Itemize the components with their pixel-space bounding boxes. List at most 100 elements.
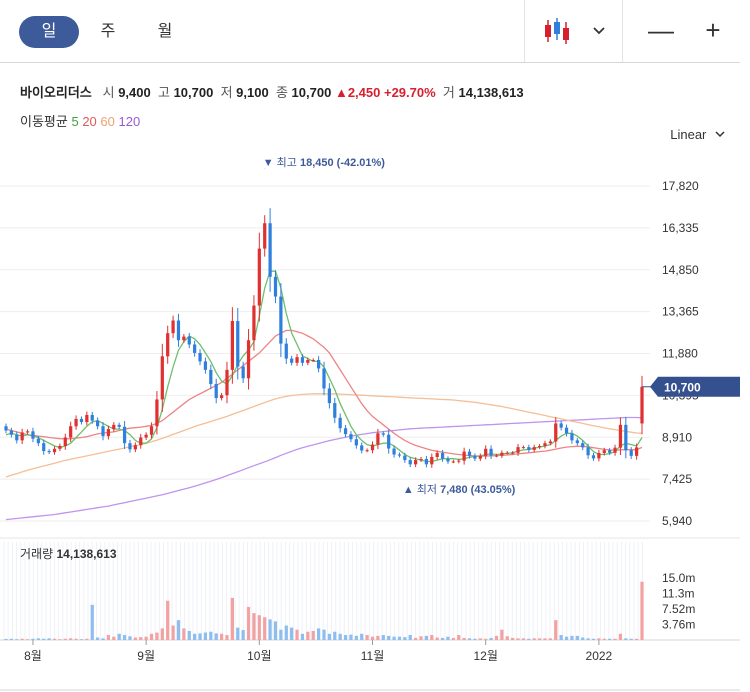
zoom-in-button[interactable]: + xyxy=(705,15,721,45)
candle-body xyxy=(511,452,515,454)
tab-monthly[interactable]: 월 xyxy=(157,23,173,40)
volume-bar xyxy=(554,620,558,640)
volume-bar xyxy=(25,639,30,640)
toolbar-divider xyxy=(524,0,525,62)
volume-bar xyxy=(112,636,116,640)
candlestick-icon[interactable] xyxy=(540,16,574,46)
x-tick-label: 8월 xyxy=(24,649,42,663)
volume-bar xyxy=(575,635,579,640)
candle-body xyxy=(548,441,552,444)
candle-body xyxy=(268,223,272,277)
volume-bar xyxy=(31,638,35,640)
volume-bar xyxy=(306,631,310,640)
candle-body xyxy=(554,423,558,442)
volume-bar xyxy=(219,633,224,640)
volume-bar xyxy=(403,637,407,640)
scale-mode-dropdown[interactable]: Linear xyxy=(670,127,726,142)
y-tick-label: 10,395 xyxy=(662,388,699,402)
volume-bar xyxy=(284,625,288,640)
volume-bar xyxy=(414,637,418,640)
ma-20-label[interactable]: 20 xyxy=(82,114,97,129)
candle-body xyxy=(31,431,35,439)
candle-body xyxy=(58,445,62,449)
y-tick-label: 11,880 xyxy=(662,347,698,361)
tab-weekly[interactable]: 주 xyxy=(100,23,116,40)
volume-bar xyxy=(365,635,369,640)
candle-body xyxy=(333,403,337,418)
toolbar-divider xyxy=(622,0,623,62)
candle-body xyxy=(608,450,612,453)
volume-bar xyxy=(349,634,353,640)
volume-bar xyxy=(241,630,245,640)
open-label: 시 xyxy=(102,85,115,100)
candle-body xyxy=(166,333,170,357)
candle-body xyxy=(52,448,57,453)
volume-bar xyxy=(203,632,208,640)
volume-bar xyxy=(101,638,105,640)
volume-bar xyxy=(63,638,67,640)
volume-bar xyxy=(537,638,542,640)
candle-body xyxy=(20,432,24,441)
candle-body xyxy=(155,399,159,427)
candle-body xyxy=(144,434,148,438)
zoom-out-button[interactable]: — xyxy=(648,15,674,45)
chevron-down-icon[interactable] xyxy=(588,16,610,46)
candle-body xyxy=(559,423,563,428)
volume-bar xyxy=(457,635,461,640)
volume-bar xyxy=(36,638,40,640)
volume-bar xyxy=(47,638,51,640)
volume-bar xyxy=(505,636,509,640)
ma-120-label[interactable]: 120 xyxy=(118,114,141,129)
candle-body xyxy=(343,428,348,435)
volume-bar xyxy=(494,635,499,640)
ma-5-label[interactable]: 5 xyxy=(71,114,79,129)
volume-bar xyxy=(160,628,164,640)
candle-body xyxy=(273,276,278,297)
last-price-label: 10,700 xyxy=(664,380,701,394)
candle-body xyxy=(586,447,590,456)
candle-body xyxy=(263,223,267,249)
candle-body xyxy=(171,320,175,334)
candle-body xyxy=(96,420,100,427)
volume-bar xyxy=(182,628,186,640)
volume-bar xyxy=(246,606,251,640)
volume-pane-value: 14,138,613 xyxy=(56,547,116,561)
ma-60-label[interactable]: 60 xyxy=(100,114,115,129)
volume-bar xyxy=(430,635,434,640)
tab-daily[interactable]: 일 xyxy=(19,16,79,48)
candle-body xyxy=(295,357,299,363)
volume-bar xyxy=(559,635,563,640)
candle-body xyxy=(311,359,315,361)
volume-bar xyxy=(236,627,240,640)
volume-bar xyxy=(591,638,596,640)
stock-name: 바이오리더스 xyxy=(20,85,92,100)
volume-bar xyxy=(74,638,78,640)
high-annotation: ▼ 최고 18,450 (-42.01%) xyxy=(263,156,386,169)
volume-pane-label: 거래량 xyxy=(20,547,56,561)
ma-120-line xyxy=(5,416,643,521)
volume-bar xyxy=(273,621,278,640)
x-tick-label: 11월 xyxy=(361,649,385,663)
candle-body xyxy=(306,359,310,363)
volume-bar xyxy=(370,636,375,640)
candle-body xyxy=(602,450,606,454)
candle-body xyxy=(316,359,321,369)
volume-bar xyxy=(268,619,272,640)
volume-bar xyxy=(85,638,89,640)
volume-bar xyxy=(117,633,121,640)
volume-bar xyxy=(322,629,326,640)
candle-body xyxy=(360,445,364,451)
candle-body xyxy=(618,424,623,448)
volume-bar xyxy=(462,637,466,640)
volume-bar xyxy=(295,629,299,640)
candle-body xyxy=(500,452,504,456)
volume-bar xyxy=(300,633,305,640)
volume-bar xyxy=(500,629,504,640)
candle-body xyxy=(414,460,418,465)
volume-bar xyxy=(360,633,364,640)
candle-body xyxy=(435,453,439,457)
candle-body xyxy=(300,357,305,363)
volume-bar xyxy=(176,620,181,640)
volume-bar xyxy=(446,636,450,640)
candle-body xyxy=(122,426,127,444)
